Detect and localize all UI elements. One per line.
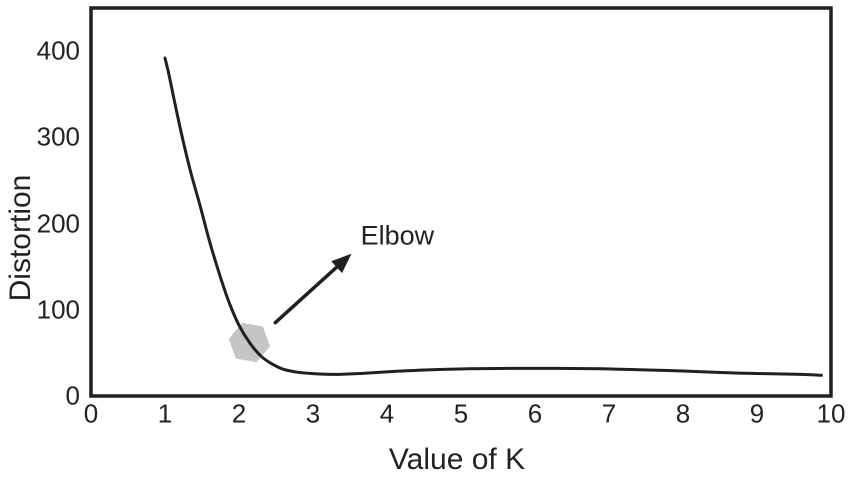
x-tick-label-3: 3 bbox=[305, 398, 321, 429]
x-tick-label-5: 5 bbox=[453, 398, 469, 429]
x-tick-label-0: 0 bbox=[83, 398, 99, 429]
elbow-arrow-head bbox=[331, 253, 352, 274]
x-axis-title: Value of K bbox=[388, 443, 526, 476]
x-tick-label-4: 4 bbox=[379, 398, 395, 429]
y-tick-label-400: 400 bbox=[36, 35, 80, 66]
x-tick-label-6: 6 bbox=[527, 398, 543, 429]
elbow-annotation-label: Elbow bbox=[360, 220, 435, 251]
plot-border-box bbox=[89, 6, 833, 398]
y-tick-label-100: 100 bbox=[36, 294, 80, 325]
y-tick-label-200: 200 bbox=[36, 208, 80, 239]
y-tick-label-0: 0 bbox=[65, 380, 80, 411]
x-tick-label-9: 9 bbox=[749, 398, 765, 429]
y-axis-title: Distortion bbox=[4, 174, 37, 302]
distortion-curve bbox=[163, 56, 823, 377]
x-tick-label-7: 7 bbox=[601, 398, 617, 429]
x-tick-label-10: 10 bbox=[816, 398, 846, 429]
y-tick-label-300: 300 bbox=[36, 121, 80, 152]
x-tick-label-1: 1 bbox=[157, 398, 173, 429]
x-tick-label-2: 2 bbox=[231, 398, 247, 429]
x-tick-label-8: 8 bbox=[675, 398, 691, 429]
elbow-arrow-shaft bbox=[273, 260, 345, 325]
